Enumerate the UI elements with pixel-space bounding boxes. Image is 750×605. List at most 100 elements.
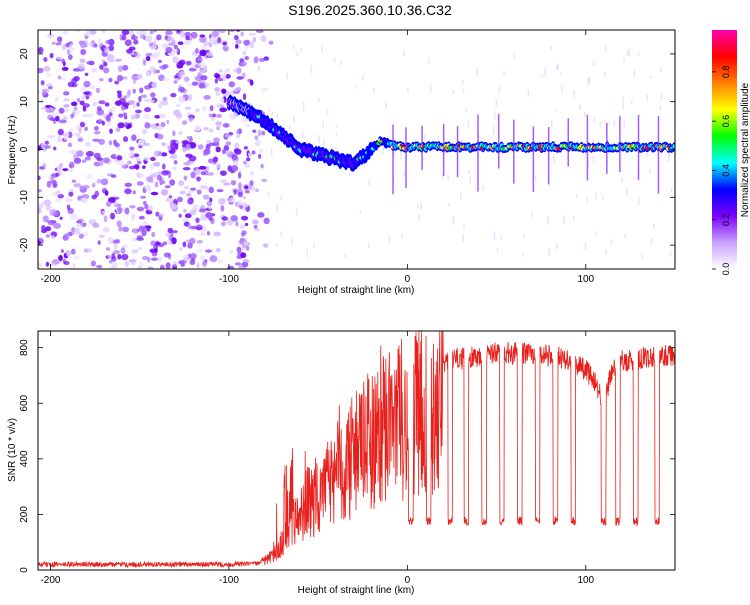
heatmap-cell (55, 172, 60, 177)
heatmap-cell (108, 38, 115, 46)
heatmap-cell (244, 163, 251, 168)
heatmap-cell (288, 124, 291, 131)
heatmap-cell (92, 222, 100, 229)
heatmap-cell (176, 61, 184, 69)
heatmap-cell (102, 157, 110, 164)
heatmap-cell (429, 84, 432, 93)
heatmap-cell (203, 95, 211, 100)
heatmap-cell (183, 39, 192, 46)
heatmap-cell (234, 262, 241, 266)
colorbar-tick-label: 0.0 (721, 263, 731, 276)
heatmap-cell (191, 204, 200, 208)
heatmap-cell (73, 183, 82, 188)
heatmap-cell (161, 142, 166, 146)
heatmap-cell (420, 202, 422, 210)
y-tick-label: -20 (19, 237, 30, 252)
heatmap-cell (208, 186, 215, 194)
heatmap-cell (172, 261, 178, 267)
heatmap-cell (107, 59, 115, 63)
heatmap-cell (142, 200, 147, 206)
heatmap-cell (242, 160, 248, 165)
heatmap-cell (184, 106, 192, 110)
heatmap-cell (462, 88, 465, 93)
heatmap-cell (49, 117, 57, 122)
heatmap-cell (670, 187, 673, 192)
heatmap-cell (646, 149, 649, 156)
heatmap-cell (623, 120, 625, 130)
heatmap-cell (233, 189, 237, 195)
heatmap-cell (257, 212, 265, 218)
heatmap-cell (46, 72, 52, 78)
colorbar: 0.0 0.2 0.4 0.6 0.8 Normalized spectral ampl… (712, 30, 750, 275)
heatmap-cell (109, 265, 117, 269)
heatmap-cell (56, 36, 63, 43)
heatmap-cell (104, 102, 110, 107)
heatmap-cell (200, 171, 206, 176)
heatmap-cell (385, 101, 387, 109)
heatmap-cell (194, 207, 198, 212)
heatmap-cell (143, 113, 151, 120)
heatmap-cell (573, 216, 575, 220)
heatmap-cell (38, 175, 41, 181)
heatmap-cell (258, 36, 267, 41)
heatmap-cell (541, 73, 544, 79)
heatmap-cell (236, 86, 242, 92)
heatmap-cell (130, 114, 137, 120)
heatmap-cell (527, 90, 530, 98)
heatmap-cell (138, 95, 142, 103)
heatmap-cell (72, 82, 78, 88)
heatmap-cell (178, 180, 185, 187)
heatmap-cell (605, 249, 607, 256)
heatmap-cell (261, 130, 266, 136)
heatmap-cell (172, 166, 177, 170)
heatmap-cell (62, 168, 69, 172)
heatmap-cell (137, 160, 142, 165)
heatmap-cell (132, 77, 137, 85)
heatmap-cell (107, 253, 112, 260)
heatmap-cell (556, 242, 558, 250)
heatmap-cell (127, 89, 131, 96)
heatmap-cell (240, 31, 244, 37)
heatmap-cell (185, 35, 190, 41)
heatmap-cell (45, 226, 52, 232)
heatmap-cell (223, 182, 231, 186)
heatmap-cell (149, 30, 154, 35)
heatmap-cell (254, 135, 259, 141)
heatmap-cell (234, 142, 240, 150)
heatmap-cell (87, 42, 94, 47)
heatmap-cell (626, 48, 629, 56)
heatmap-cell (199, 34, 206, 38)
heatmap-cell (230, 215, 239, 222)
heatmap-cell (83, 80, 91, 88)
heatmap-cell (275, 243, 278, 247)
heatmap-cell (63, 104, 70, 108)
heatmap-cell (108, 259, 113, 264)
heatmap-cell (238, 171, 242, 179)
heatmap-cell (59, 216, 63, 220)
heatmap-cell (198, 165, 207, 170)
y-tick-label: 600 (19, 394, 30, 411)
heatmap-cell (495, 99, 498, 107)
heatmap-cell (302, 131, 304, 139)
heatmap-cell (187, 223, 192, 230)
heatmap-cell (177, 196, 183, 203)
heatmap-cell (105, 247, 111, 251)
heatmap-cell (186, 136, 190, 140)
heatmap-cell (61, 66, 69, 71)
heatmap-cell (462, 233, 464, 243)
heatmap-cell (67, 54, 73, 60)
heatmap-cell (323, 139, 325, 146)
heatmap-cell (593, 117, 596, 123)
heatmap-cell (187, 199, 194, 205)
heatmap-cell (160, 99, 169, 106)
heatmap-cell (167, 42, 176, 47)
heatmap-cell (240, 232, 246, 237)
heatmap-cell (57, 193, 65, 199)
heatmap-cell (177, 41, 184, 46)
heatmap-cell (191, 81, 199, 86)
heatmap-cell (214, 42, 219, 46)
heatmap-cell (118, 113, 124, 118)
heatmap-cell (258, 148, 264, 154)
heatmap-cell (157, 177, 161, 181)
heatmap-cell (633, 69, 636, 79)
